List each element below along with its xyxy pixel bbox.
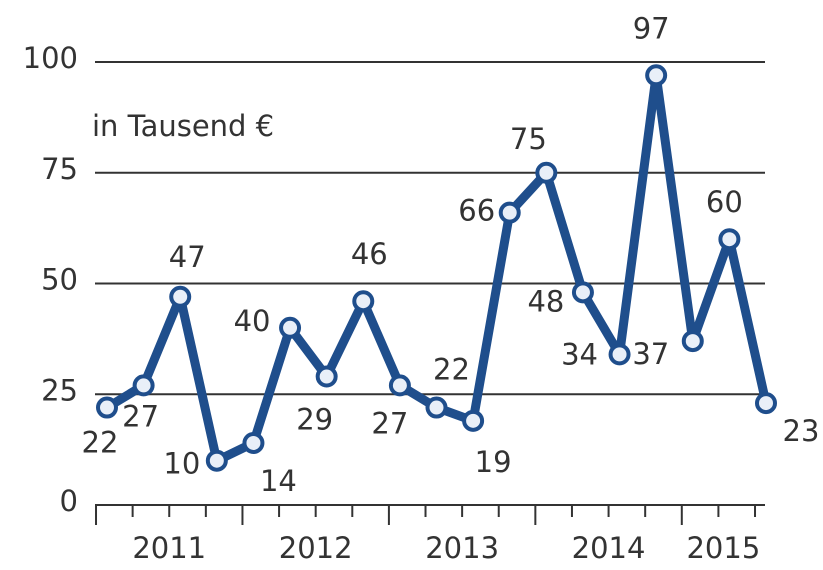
value-label: 46 [351, 237, 388, 271]
annotation: in Tausend € [92, 109, 274, 143]
point [315, 365, 338, 388]
x-group-label: 2014 [572, 531, 646, 565]
x-group-label: 2012 [279, 531, 353, 565]
y-tick-label: 0 [60, 484, 78, 518]
point [608, 343, 631, 366]
y-tick-label: 50 [41, 263, 78, 297]
x-group-label: 2013 [425, 531, 499, 565]
point [755, 392, 777, 415]
value-label: 10 [163, 447, 200, 481]
value-label: 40 [234, 304, 271, 338]
point [242, 431, 265, 454]
point [498, 201, 521, 224]
value-label: 97 [633, 11, 670, 45]
value-label: 27 [122, 399, 159, 433]
point [132, 374, 155, 397]
point [352, 290, 375, 313]
value-label: 66 [458, 194, 495, 228]
value-label: 23 [783, 414, 820, 448]
y-tick-label: 25 [41, 373, 78, 407]
point [279, 316, 302, 339]
y-tick-label: 100 [23, 41, 78, 75]
value-label: 22 [433, 353, 470, 387]
point [571, 281, 594, 304]
value-label: 29 [296, 403, 333, 437]
x-group-label: 2015 [686, 531, 760, 565]
point [681, 330, 704, 353]
value-label: 48 [527, 284, 564, 318]
value-label: 19 [475, 445, 512, 479]
x-group-label: 2011 [132, 531, 206, 565]
point [425, 396, 448, 419]
point [388, 374, 411, 397]
point [462, 409, 485, 432]
point [96, 396, 118, 419]
value-label: 27 [371, 406, 408, 440]
value-label: 34 [561, 337, 598, 371]
y-tick-label: 75 [41, 152, 78, 186]
value-label: 37 [632, 337, 669, 371]
point [718, 228, 741, 251]
point [535, 161, 558, 184]
value-label: 60 [706, 185, 743, 219]
value-label: 14 [260, 464, 297, 498]
value-label: 47 [169, 240, 206, 274]
point [169, 285, 192, 308]
point [645, 64, 668, 87]
value-label: 75 [510, 122, 547, 156]
value-label: 22 [82, 426, 119, 460]
point [205, 449, 228, 472]
